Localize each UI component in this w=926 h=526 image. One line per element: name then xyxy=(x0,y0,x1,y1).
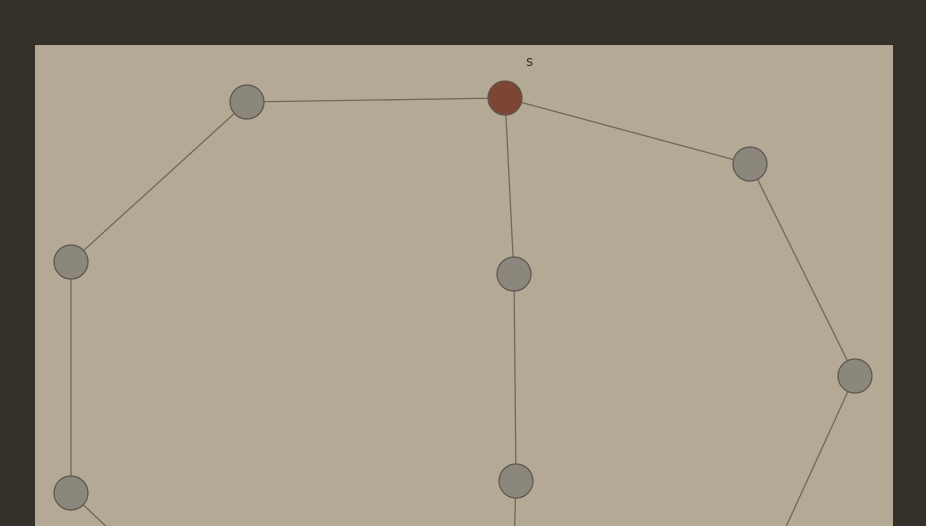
node-label-s: s xyxy=(526,54,533,70)
graph-node[interactable] xyxy=(229,84,265,120)
graph-canvas[interactable]: s xyxy=(35,45,893,526)
source-node[interactable] xyxy=(487,80,523,116)
edge-g-g xyxy=(785,375,856,526)
edge-s-f xyxy=(504,97,751,165)
edge-f-g xyxy=(749,163,856,377)
graph-node[interactable] xyxy=(496,256,532,292)
graph-node[interactable] xyxy=(498,463,534,499)
graph-node[interactable] xyxy=(837,358,873,394)
graph-node[interactable] xyxy=(732,146,768,182)
graph-node[interactable] xyxy=(53,475,89,511)
edge-s-d xyxy=(504,97,515,275)
edge-d-e xyxy=(513,273,517,482)
graph-diagram[interactable]: s xyxy=(35,45,893,526)
edge-a-b xyxy=(70,101,248,263)
edge-a-s xyxy=(246,97,506,103)
graph-node[interactable] xyxy=(53,244,89,280)
